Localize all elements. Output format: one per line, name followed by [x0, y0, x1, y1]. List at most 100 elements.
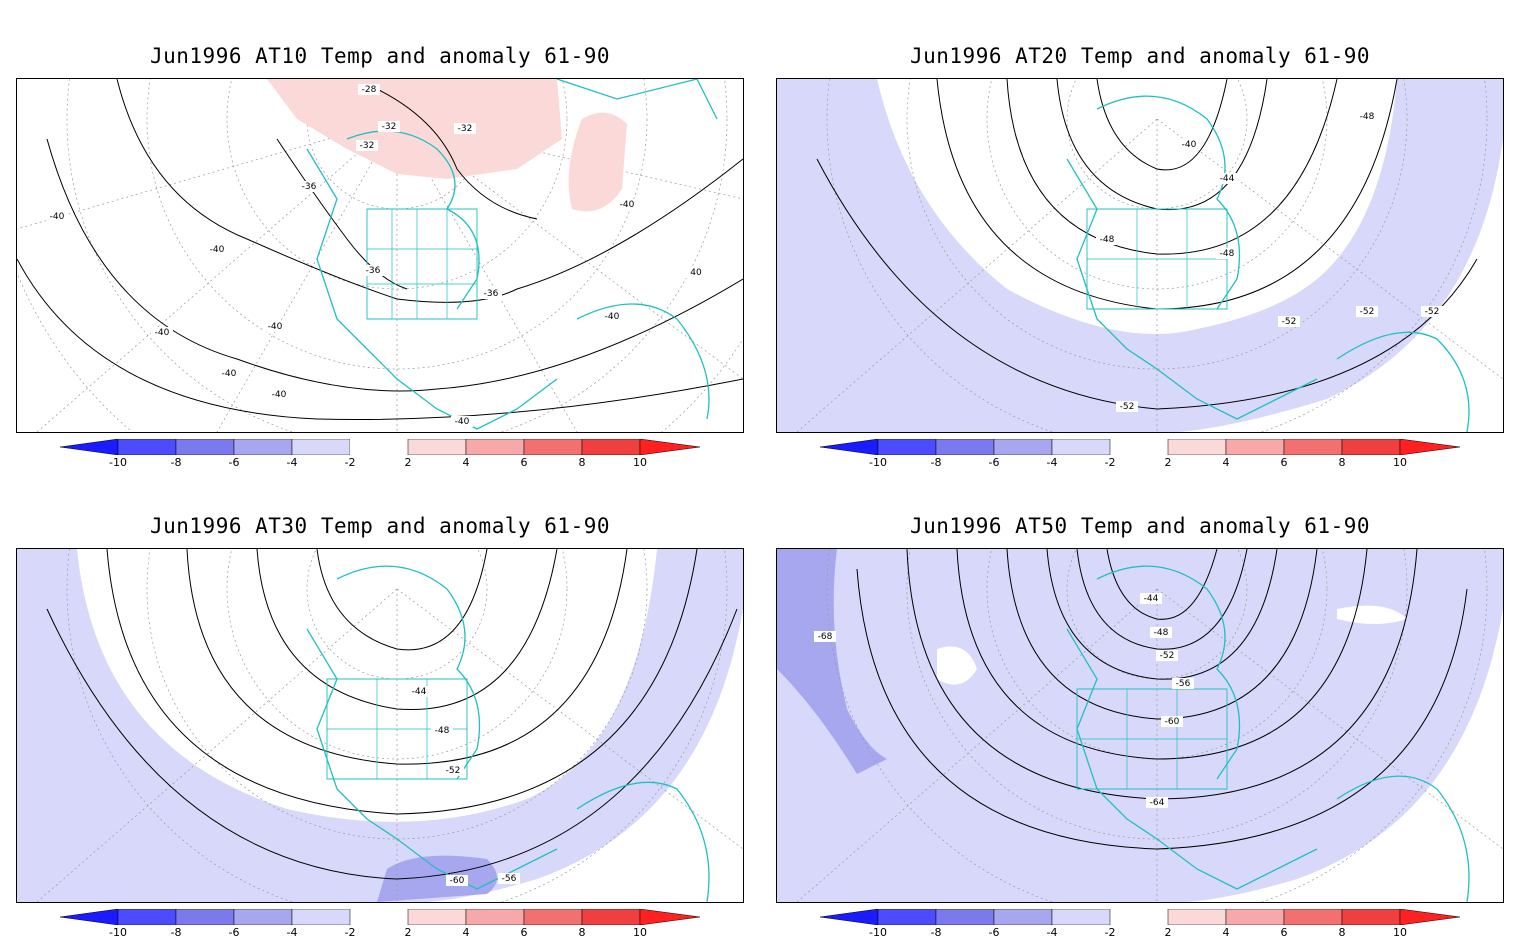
map-at20: -40 -44 -48 -48 -48 -52 -52 -52 -52: [776, 78, 1504, 433]
contour-label: -60: [446, 875, 468, 886]
colorbar-label: -4: [286, 926, 298, 939]
svg-text:-40: -40: [1182, 140, 1197, 150]
svg-text:-44: -44: [1144, 594, 1159, 604]
contour-label: -56: [1172, 678, 1194, 689]
colorbar-label: 10: [1393, 456, 1407, 469]
colorbar-label: 6: [520, 926, 528, 939]
contours: [46, 549, 738, 880]
contour-label: -40: [616, 199, 638, 210]
contours: [856, 549, 1468, 850]
colorbar-swatches: [820, 439, 1460, 455]
colorbar-label: -10: [109, 456, 127, 469]
colorbar: -10 -8 -6 -4 -2 2 4 6 8 10: [820, 439, 1460, 469]
map-canvas: -40 -44 -48 -48 -48 -52 -52 -52 -52: [777, 79, 1503, 432]
colorbar-label: -6: [988, 926, 1000, 939]
colorbar-label: 6: [1280, 926, 1288, 939]
contour-label: -52: [1156, 650, 1178, 661]
svg-text:-64: -64: [1150, 798, 1165, 808]
contour-label: -60: [1161, 716, 1183, 727]
contour-label: -40: [601, 311, 623, 322]
contour-label: -56: [498, 873, 520, 884]
contour-label: -48: [1216, 248, 1238, 259]
contour-label: -28: [358, 84, 380, 95]
colorbar-label: -10: [869, 926, 887, 939]
contour-label: -32: [356, 140, 378, 151]
contour-label: -36: [480, 288, 502, 299]
contour-label: -52: [1421, 306, 1443, 317]
panel-title: Jun1996 AT50 Temp and anomaly 61-90: [909, 514, 1370, 538]
svg-text:-40: -40: [222, 369, 237, 379]
svg-text:-40: -40: [268, 322, 283, 332]
colorbar-label: 4: [462, 926, 470, 939]
svg-text:-40: -40: [272, 390, 287, 400]
svg-text:-36: -36: [302, 182, 317, 192]
panel-at30: Jun1996 AT30 Temp and anomaly 61-90: [0, 470, 760, 940]
svg-text:-36: -36: [366, 266, 381, 276]
colorbar-label: -4: [1046, 456, 1058, 469]
coastlines: [306, 565, 710, 902]
svg-text:-52: -52: [1120, 402, 1135, 412]
colorbar: -10 -8 -6 -4 -2 2 4 6 8 10: [60, 439, 700, 469]
colorbar-label: -4: [1046, 926, 1058, 939]
panel-at50: Jun1996 AT50 Temp and anomaly 61-90: [760, 470, 1520, 940]
svg-text:-40: -40: [155, 328, 170, 338]
svg-text:-52: -52: [1425, 307, 1440, 317]
contour-label: -52: [1116, 401, 1138, 412]
svg-text:-44: -44: [412, 687, 427, 697]
contour-label: -36: [298, 181, 320, 192]
colorbar-label: 2: [404, 926, 412, 939]
contour-label: -40: [206, 244, 228, 255]
svg-text:-52: -52: [446, 766, 461, 776]
contour-label: -32: [454, 123, 476, 134]
svg-text:-60: -60: [1165, 717, 1180, 727]
contour-label: -40: [218, 368, 240, 379]
map-canvas: -44 -48 -52 -56 -60 -64 -68: [777, 549, 1503, 902]
contour-label: -40: [1178, 139, 1200, 150]
contour-label: -52: [1278, 316, 1300, 327]
colorbar-label: 10: [633, 926, 647, 939]
panel-title: Jun1996 AT30 Temp and anomaly 61-90: [149, 514, 610, 538]
colorbar-label: 6: [520, 456, 528, 469]
svg-text:-48: -48: [1154, 628, 1169, 638]
contour-label: -40: [451, 416, 473, 427]
contour-label: -36: [362, 265, 384, 276]
contour-label: -32: [378, 121, 400, 132]
svg-text:-48: -48: [1100, 235, 1115, 245]
svg-text:-40: -40: [50, 212, 65, 222]
contour-label: -44: [408, 686, 430, 697]
colorbar-label: 10: [633, 456, 647, 469]
svg-text:-68: -68: [818, 632, 833, 642]
anomaly-fill-strong: [777, 549, 887, 774]
colorbar-label: -2: [1104, 456, 1116, 469]
svg-text:-48: -48: [1220, 249, 1235, 259]
colorbar-label: 2: [1164, 456, 1172, 469]
anomaly-gap: [1337, 605, 1407, 624]
colorbar-label: -10: [109, 926, 127, 939]
map-canvas: -44 -48 -52 -56 -60: [17, 549, 743, 902]
colorbar-swatches: [60, 909, 700, 925]
svg-text:-32: -32: [458, 124, 473, 134]
svg-text:-52: -52: [1360, 307, 1375, 317]
anomaly-gap: [937, 646, 977, 685]
contour-label: -48: [1150, 627, 1172, 638]
contour-label: -52: [1356, 306, 1378, 317]
colorbar-label: -6: [228, 456, 240, 469]
svg-text:40: 40: [690, 268, 702, 278]
map-at10: -28 -32 -32 -32 -36 -36 -40 -40 -40 -40 -40 -40 -40 -…: [16, 78, 744, 433]
svg-text:-32: -32: [382, 122, 397, 132]
svg-text:-56: -56: [502, 874, 517, 884]
contour-label: -44: [1216, 173, 1238, 184]
contour-label: -40: [46, 211, 68, 222]
svg-text:-28: -28: [362, 85, 377, 95]
contour-label: -48: [431, 725, 453, 736]
svg-text:-32: -32: [360, 141, 375, 151]
panel-at20: Jun1996 AT20 Temp and anomaly 61-90: [760, 0, 1520, 470]
colorbar-label: 2: [1164, 926, 1172, 939]
contour-label: -40: [264, 321, 286, 332]
colorbar-label: -2: [1104, 926, 1116, 939]
anomaly-fill: [267, 79, 627, 212]
colorbar-label: 4: [1222, 456, 1230, 469]
colorbar-label: 10: [1393, 926, 1407, 939]
map-at30: -44 -48 -52 -56 -60: [16, 548, 744, 903]
contours: [17, 79, 743, 420]
